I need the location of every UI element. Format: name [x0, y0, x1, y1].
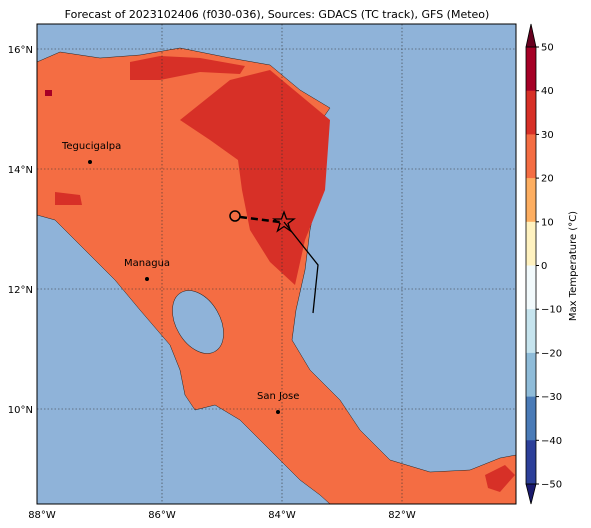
colorbar: 50 40 30 20 10 0 −10 −20 −30 −40 −50	[525, 23, 562, 505]
colorbar-segment	[526, 309, 536, 354]
city-label: Tegucigalpa	[61, 141, 121, 152]
lat-label: 14°N	[8, 165, 33, 176]
colorbar-tick-label: 0	[541, 261, 547, 272]
colorbar-tick-label: 10	[541, 217, 554, 228]
city-marker	[276, 410, 280, 414]
city-marker	[88, 160, 92, 164]
colorbar-tick-label: 50	[541, 43, 554, 54]
colorbar-segment	[526, 90, 536, 135]
lat-label: 16°N	[8, 45, 33, 56]
colorbar-segment	[526, 134, 536, 179]
past-track	[283, 221, 319, 314]
colorbar-segment	[526, 352, 536, 398]
lon-label: 84°W	[268, 510, 296, 521]
colorbar-segment	[526, 178, 536, 223]
title: Forecast of 2023102406 (f030-036), Sourc…	[65, 8, 490, 21]
map: Tegucigalpa Managua San Jose	[37, 24, 516, 504]
hot-zone	[130, 56, 245, 80]
colorbar-segment	[526, 47, 536, 92]
forecast-position	[229, 210, 241, 222]
lon-label: 82°W	[388, 510, 416, 521]
lat-label: 10°N	[8, 405, 33, 416]
colorbar-extend	[525, 483, 537, 505]
grid	[37, 24, 516, 504]
colorbar-tick-label: 30	[541, 130, 554, 141]
hot-zone	[485, 465, 515, 492]
colorbar-segment	[526, 396, 536, 441]
colorbar-tick-label: −20	[541, 348, 562, 359]
lon-label: 88°W	[28, 510, 56, 521]
hot-zone	[180, 70, 330, 285]
land	[37, 47, 516, 504]
lat-label: 12°N	[8, 285, 33, 296]
storm-track	[229, 210, 319, 314]
city-label: San Jose	[257, 391, 299, 402]
colorbar-segment	[526, 265, 536, 310]
lake	[172, 290, 224, 354]
lon-label: 86°W	[148, 510, 176, 521]
hot-zone	[45, 90, 52, 96]
colorbar-tick-label: 20	[541, 174, 554, 185]
colorbar-tick-label: 40	[541, 86, 554, 97]
hot-zone	[55, 192, 82, 205]
map-frame	[36, 23, 517, 505]
colorbar-tick-label: −30	[541, 392, 562, 403]
forecast-track	[239, 215, 281, 224]
colorbar-tick-label: −10	[541, 305, 562, 316]
city-marker	[145, 277, 149, 281]
city-label: Managua	[124, 258, 170, 269]
colorbar-label: Max Temperature (°C)	[568, 211, 579, 321]
colorbar-tick-label: −50	[541, 480, 562, 491]
colorbar-extend	[525, 23, 537, 48]
colorbar-segment	[526, 221, 536, 266]
colorbar-segment	[526, 440, 536, 485]
storm-position	[272, 210, 296, 233]
colorbar-tick-label: −40	[541, 436, 562, 447]
